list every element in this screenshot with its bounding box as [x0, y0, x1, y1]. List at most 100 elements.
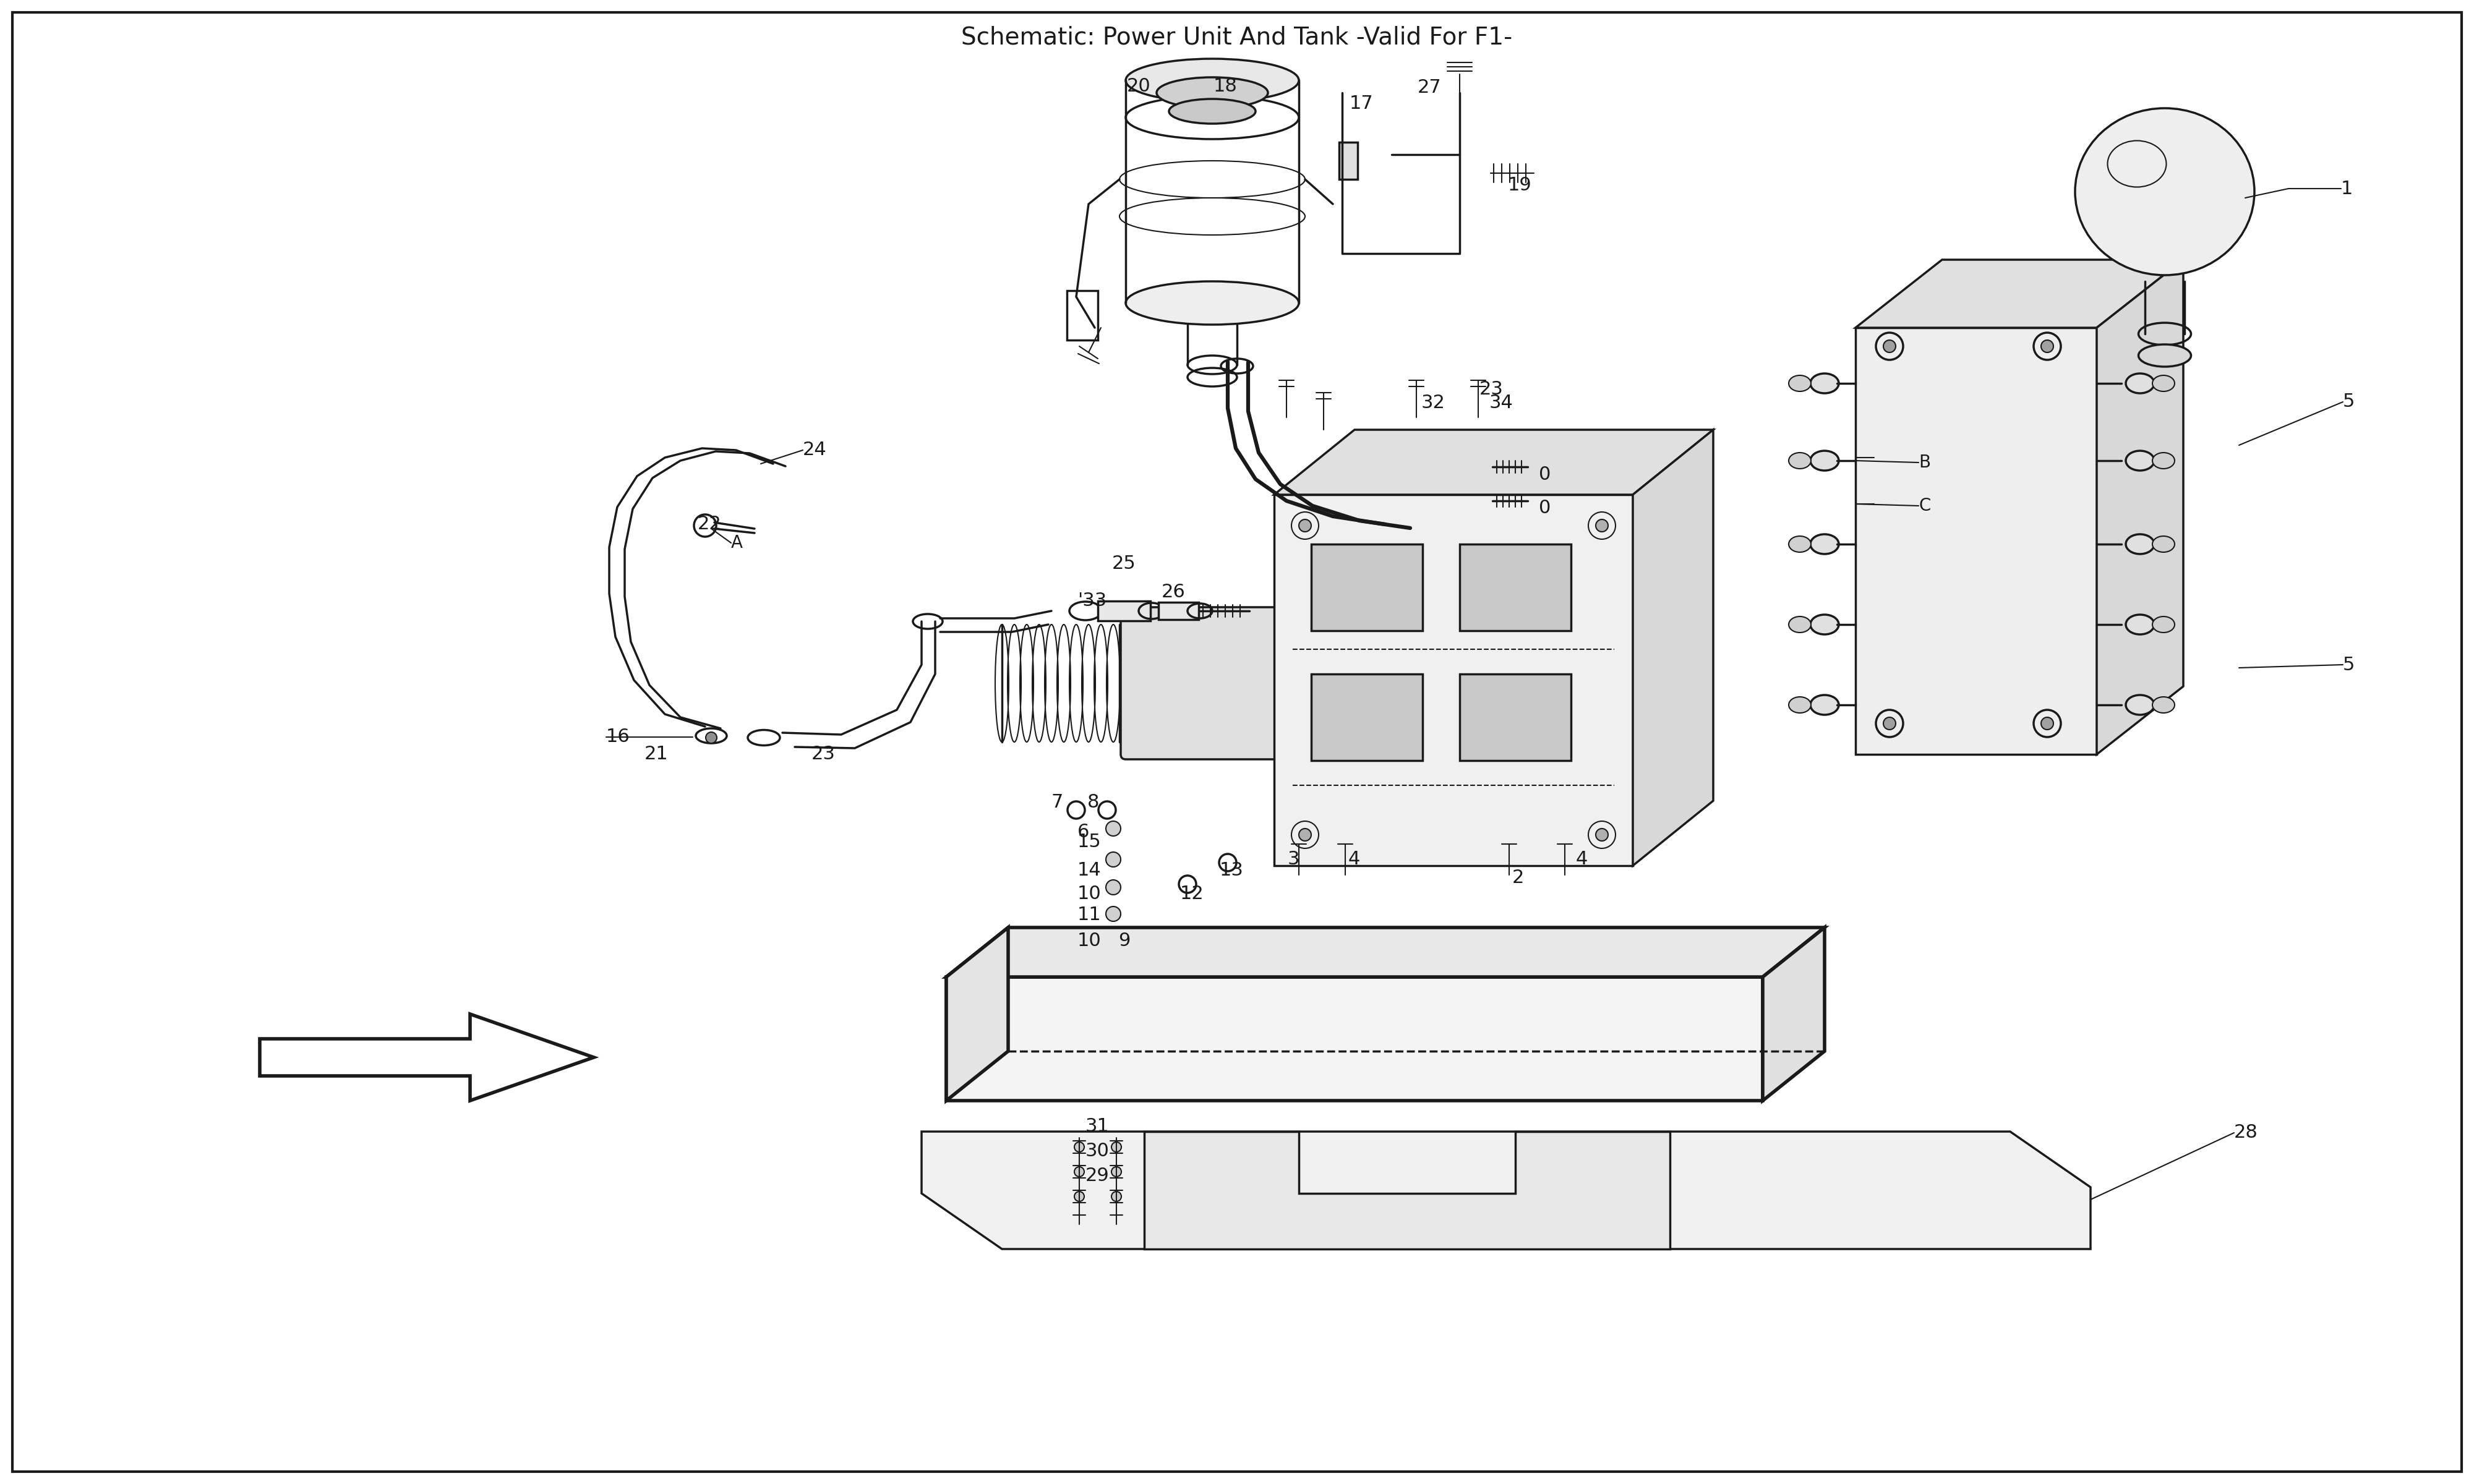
Polygon shape	[1856, 328, 2098, 754]
Bar	[1158, 603, 1197, 620]
Ellipse shape	[1074, 1192, 1084, 1202]
Circle shape	[1596, 519, 1608, 531]
Polygon shape	[1274, 494, 1633, 865]
Bar	[1098, 601, 1150, 620]
Text: 14: 14	[1079, 862, 1101, 880]
Polygon shape	[260, 1014, 594, 1101]
Ellipse shape	[1126, 282, 1299, 325]
Text: 2: 2	[1512, 870, 1524, 887]
Text: 1: 1	[2340, 180, 2353, 197]
Ellipse shape	[1111, 1192, 1121, 1202]
Bar	[1311, 545, 1423, 631]
Ellipse shape	[1789, 616, 1811, 632]
Polygon shape	[945, 976, 1761, 1101]
Text: 34: 34	[1489, 395, 1514, 413]
Text: 21: 21	[643, 745, 668, 763]
Text: 5: 5	[2343, 656, 2355, 674]
Text: 30: 30	[1086, 1143, 1108, 1160]
Polygon shape	[1143, 1131, 1670, 1250]
Ellipse shape	[2152, 697, 2175, 712]
Text: 9: 9	[1118, 932, 1131, 950]
Polygon shape	[920, 1131, 2091, 1250]
Bar	[1460, 674, 1571, 760]
Text: 6: 6	[1079, 822, 1089, 840]
Circle shape	[1299, 828, 1311, 841]
Ellipse shape	[1126, 59, 1299, 102]
Circle shape	[1106, 880, 1121, 895]
Bar	[1066, 291, 1098, 340]
Ellipse shape	[1811, 695, 1838, 715]
Text: 3: 3	[1286, 850, 1299, 868]
Ellipse shape	[1111, 1143, 1121, 1152]
Text: 22: 22	[698, 515, 722, 533]
Ellipse shape	[1170, 99, 1257, 123]
Circle shape	[1106, 821, 1121, 835]
Text: 29: 29	[1086, 1166, 1108, 1186]
Text: 5: 5	[2343, 393, 2355, 411]
Ellipse shape	[1789, 697, 1811, 712]
Text: 27: 27	[1418, 79, 1442, 96]
Text: 7: 7	[1051, 794, 1064, 812]
Circle shape	[705, 732, 717, 743]
Ellipse shape	[2152, 453, 2175, 469]
Text: 26: 26	[1163, 583, 1185, 601]
Text: 4: 4	[1576, 850, 1588, 868]
Text: 32: 32	[1420, 395, 1445, 413]
Text: 12: 12	[1180, 884, 1205, 902]
Text: 23: 23	[1479, 380, 1504, 399]
Ellipse shape	[1363, 616, 1432, 751]
Text: 25: 25	[1113, 555, 1136, 573]
Circle shape	[1883, 340, 1895, 352]
Text: C: C	[1920, 497, 1930, 515]
Text: 23: 23	[811, 745, 836, 763]
Ellipse shape	[2125, 451, 2155, 470]
Text: 15: 15	[1079, 833, 1101, 852]
Circle shape	[1883, 717, 1895, 730]
Text: '33: '33	[1079, 592, 1106, 610]
Ellipse shape	[1789, 453, 1811, 469]
Text: 13: 13	[1220, 862, 1244, 880]
Text: 10: 10	[1079, 884, 1101, 902]
Ellipse shape	[1811, 451, 1838, 470]
Circle shape	[1299, 519, 1311, 531]
Text: A: A	[732, 534, 742, 552]
Ellipse shape	[1811, 614, 1838, 635]
Ellipse shape	[2152, 616, 2175, 632]
Bar	[1338, 142, 1358, 180]
Circle shape	[1106, 907, 1121, 922]
Ellipse shape	[2125, 695, 2155, 715]
Polygon shape	[1856, 260, 2185, 328]
Text: 18: 18	[1212, 77, 1237, 95]
Text: 19: 19	[1509, 177, 1531, 194]
Ellipse shape	[1111, 1166, 1121, 1177]
Circle shape	[1596, 828, 1608, 841]
Ellipse shape	[1074, 1143, 1084, 1152]
Ellipse shape	[1811, 374, 1838, 393]
Ellipse shape	[2152, 375, 2175, 392]
Text: B: B	[1920, 454, 1930, 472]
FancyBboxPatch shape	[1121, 607, 1403, 760]
Circle shape	[2041, 717, 2053, 730]
Ellipse shape	[2125, 374, 2155, 393]
Circle shape	[2041, 340, 2053, 352]
Text: Schematic: Power Unit And Tank -Valid For F1-: Schematic: Power Unit And Tank -Valid Fo…	[962, 25, 1512, 49]
Text: 28: 28	[2234, 1123, 2259, 1141]
Text: 11: 11	[1079, 907, 1101, 925]
Text: 31: 31	[1086, 1117, 1108, 1135]
Text: 20: 20	[1128, 77, 1150, 95]
Ellipse shape	[1789, 536, 1811, 552]
Ellipse shape	[1158, 77, 1267, 108]
Circle shape	[1106, 932, 1121, 947]
Circle shape	[1106, 852, 1121, 867]
Text: 8: 8	[1089, 794, 1098, 812]
Text: 4: 4	[1348, 850, 1361, 868]
Ellipse shape	[1074, 1166, 1084, 1177]
Text: 0: 0	[1539, 466, 1551, 484]
Ellipse shape	[1789, 375, 1811, 392]
Bar	[1460, 545, 1571, 631]
Text: 0: 0	[1539, 499, 1551, 518]
Text: 24: 24	[802, 441, 826, 459]
Ellipse shape	[2076, 108, 2254, 275]
Polygon shape	[1633, 430, 1712, 865]
Ellipse shape	[2152, 536, 2175, 552]
